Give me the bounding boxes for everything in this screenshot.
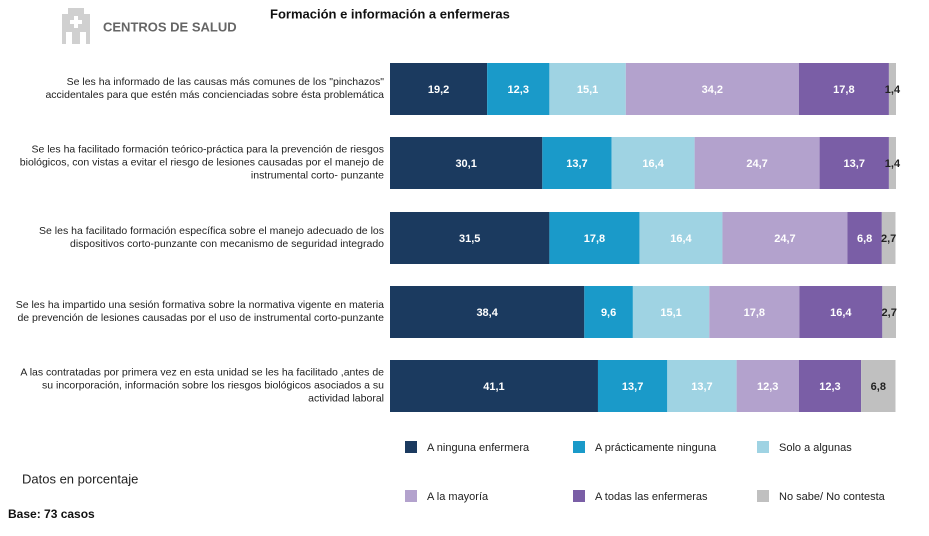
legend-swatch — [757, 441, 769, 453]
bar-segment — [798, 63, 889, 115]
data-label: 41,1 — [483, 381, 504, 393]
bar-segment — [390, 137, 543, 189]
category-label: Se les ha informado de las causas más co… — [45, 76, 384, 101]
bar-segment — [667, 360, 737, 412]
bar-segment — [847, 212, 882, 264]
data-label: 15,1 — [660, 307, 681, 319]
brand-icon — [62, 8, 90, 44]
legend-swatch — [405, 490, 417, 502]
legend-swatch — [573, 490, 585, 502]
bar-segment — [611, 137, 695, 189]
bar-segment — [881, 212, 896, 264]
legend-label: A todas las enfermeras — [595, 491, 708, 503]
data-label: 12,3 — [757, 381, 778, 393]
data-label: 15,1 — [577, 84, 598, 96]
data-label: 12,3 — [508, 84, 529, 96]
note: Datos en porcentaje — [22, 471, 138, 486]
data-label: 9,6 — [601, 307, 616, 319]
bar-segment — [799, 286, 883, 338]
legend-label: Solo a algunas — [779, 442, 852, 454]
bar-segment — [597, 360, 668, 412]
bar-segment — [819, 137, 889, 189]
data-label: 13,7 — [844, 158, 865, 170]
bar-segment — [722, 212, 848, 264]
bar-segment — [584, 286, 633, 338]
bar-segment — [549, 63, 626, 115]
bar-segment — [888, 137, 896, 189]
bar-segment — [390, 212, 550, 264]
bar-segment — [625, 63, 799, 115]
bar-segment — [882, 286, 896, 338]
data-label: 19,2 — [428, 84, 449, 96]
data-label: 17,8 — [584, 233, 605, 245]
bar-segment — [888, 63, 896, 115]
bar-segment — [549, 212, 640, 264]
data-label: 31,5 — [459, 233, 480, 245]
bar-segment — [709, 286, 800, 338]
data-label: 6,8 — [857, 233, 872, 245]
data-label: 13,7 — [691, 381, 712, 393]
legend-label: A la mayoría — [427, 491, 489, 503]
data-label: 1,4 — [885, 84, 901, 96]
data-label: 16,4 — [642, 158, 664, 170]
chart-title: Formación e información a enfermeras — [270, 6, 510, 21]
legend-swatch — [405, 441, 417, 453]
category-label: Se les ha impartido una sesión formativa… — [15, 299, 384, 324]
bar-segment — [487, 63, 550, 115]
legend-swatch — [573, 441, 585, 453]
bar-segment — [694, 137, 820, 189]
data-label: 1,4 — [885, 158, 901, 170]
data-label: 17,8 — [833, 84, 854, 96]
base: Base: 73 casos — [8, 507, 95, 521]
legend-label: A ninguna enfermera — [427, 442, 530, 454]
data-label: 13,7 — [566, 158, 587, 170]
bar-segment — [390, 63, 488, 115]
legend-label: A prácticamente ninguna — [595, 442, 717, 454]
data-label: 13,7 — [622, 381, 643, 393]
data-label: 12,3 — [819, 381, 840, 393]
bar-segment — [390, 286, 585, 338]
category-label: Se les ha facilitado formación específic… — [39, 225, 384, 250]
data-label: 34,2 — [702, 84, 723, 96]
data-label: 2,7 — [882, 307, 897, 319]
brand: CENTROS DE SALUD — [103, 19, 237, 34]
data-label: 24,7 — [746, 158, 767, 170]
category-label: A las contratadas por primera vez en est… — [20, 366, 384, 405]
bar-segment — [542, 137, 612, 189]
bar-segment — [861, 360, 896, 412]
bar-segment — [390, 360, 598, 412]
bar-segment — [798, 360, 862, 412]
legend-label: No sabe/ No contesta — [779, 491, 886, 503]
bar-segment — [639, 212, 723, 264]
data-label: 16,4 — [670, 233, 692, 245]
data-label: 24,7 — [774, 233, 795, 245]
data-label: 38,4 — [476, 307, 498, 319]
data-label: 6,8 — [871, 381, 886, 393]
bar-segment — [736, 360, 799, 412]
data-label: 16,4 — [830, 307, 852, 319]
data-label: 2,7 — [881, 233, 896, 245]
category-label: Se les ha facilitado formación teórico-p… — [19, 143, 384, 182]
bar-segment — [632, 286, 710, 338]
data-label: 30,1 — [455, 158, 476, 170]
data-label: 17,8 — [744, 307, 765, 319]
legend-swatch — [757, 490, 769, 502]
